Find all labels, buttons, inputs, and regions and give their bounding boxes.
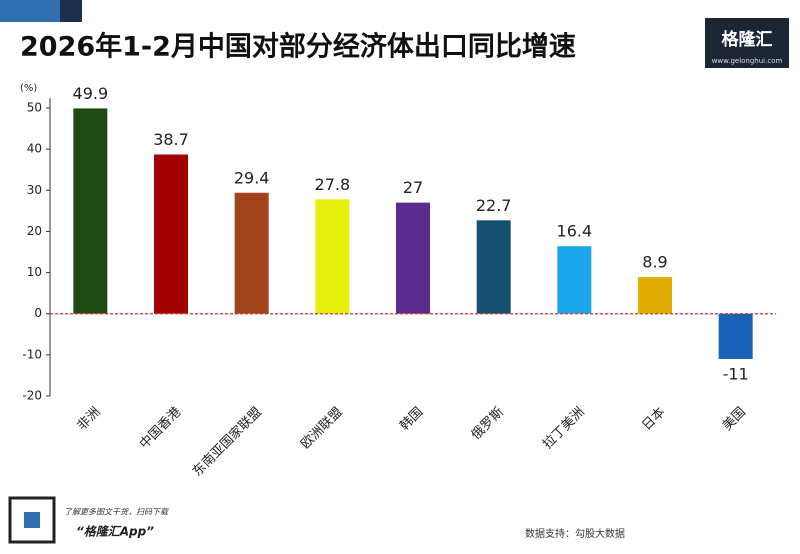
bar (73, 108, 108, 314)
y-tick-label: 20 (27, 224, 42, 238)
app-name: “格隆汇App” (76, 525, 154, 539)
value-label: 8.9 (642, 253, 667, 272)
value-label: 27.8 (315, 175, 351, 194)
y-tick-label: 30 (27, 183, 42, 197)
value-label: 22.7 (476, 196, 512, 215)
chart-title: 2026年1-2月中国对部分经济体出口同比增速 (20, 31, 576, 63)
bar (154, 154, 188, 314)
value-label: 16.4 (557, 222, 593, 241)
value-label: 29.4 (234, 168, 270, 187)
source: 数据支持：勾股大数据 (525, 527, 625, 540)
y-tick-label: 10 (27, 265, 42, 279)
value-label: 27 (403, 178, 423, 197)
y-tick-label: -10 (22, 347, 42, 361)
value-label: 49.9 (73, 84, 109, 103)
bar (315, 199, 350, 314)
logo-name: 格隆汇 (722, 29, 773, 50)
y-tick-label: 40 (27, 142, 42, 156)
qr-logo (24, 512, 40, 528)
qr-code (8, 496, 56, 544)
value-label: 38.7 (153, 130, 189, 149)
bar (557, 246, 592, 314)
bar (476, 220, 511, 314)
corner-block (0, 0, 60, 22)
bar (396, 202, 430, 314)
logo-url: www.gelonghui.com (712, 57, 783, 65)
bar (234, 192, 269, 314)
corner-block (60, 0, 82, 22)
logo-box (705, 18, 789, 68)
y-tick-label: 0 (34, 306, 42, 320)
y-unit: (%) (20, 83, 37, 94)
y-tick-label: -20 (22, 389, 42, 403)
value-label: -11 (723, 364, 749, 383)
y-tick-label: 50 (27, 101, 42, 115)
qr-caption: 了解更多图文干货，扫码下载 (64, 508, 169, 517)
bar (718, 313, 753, 359)
bar (638, 277, 672, 314)
